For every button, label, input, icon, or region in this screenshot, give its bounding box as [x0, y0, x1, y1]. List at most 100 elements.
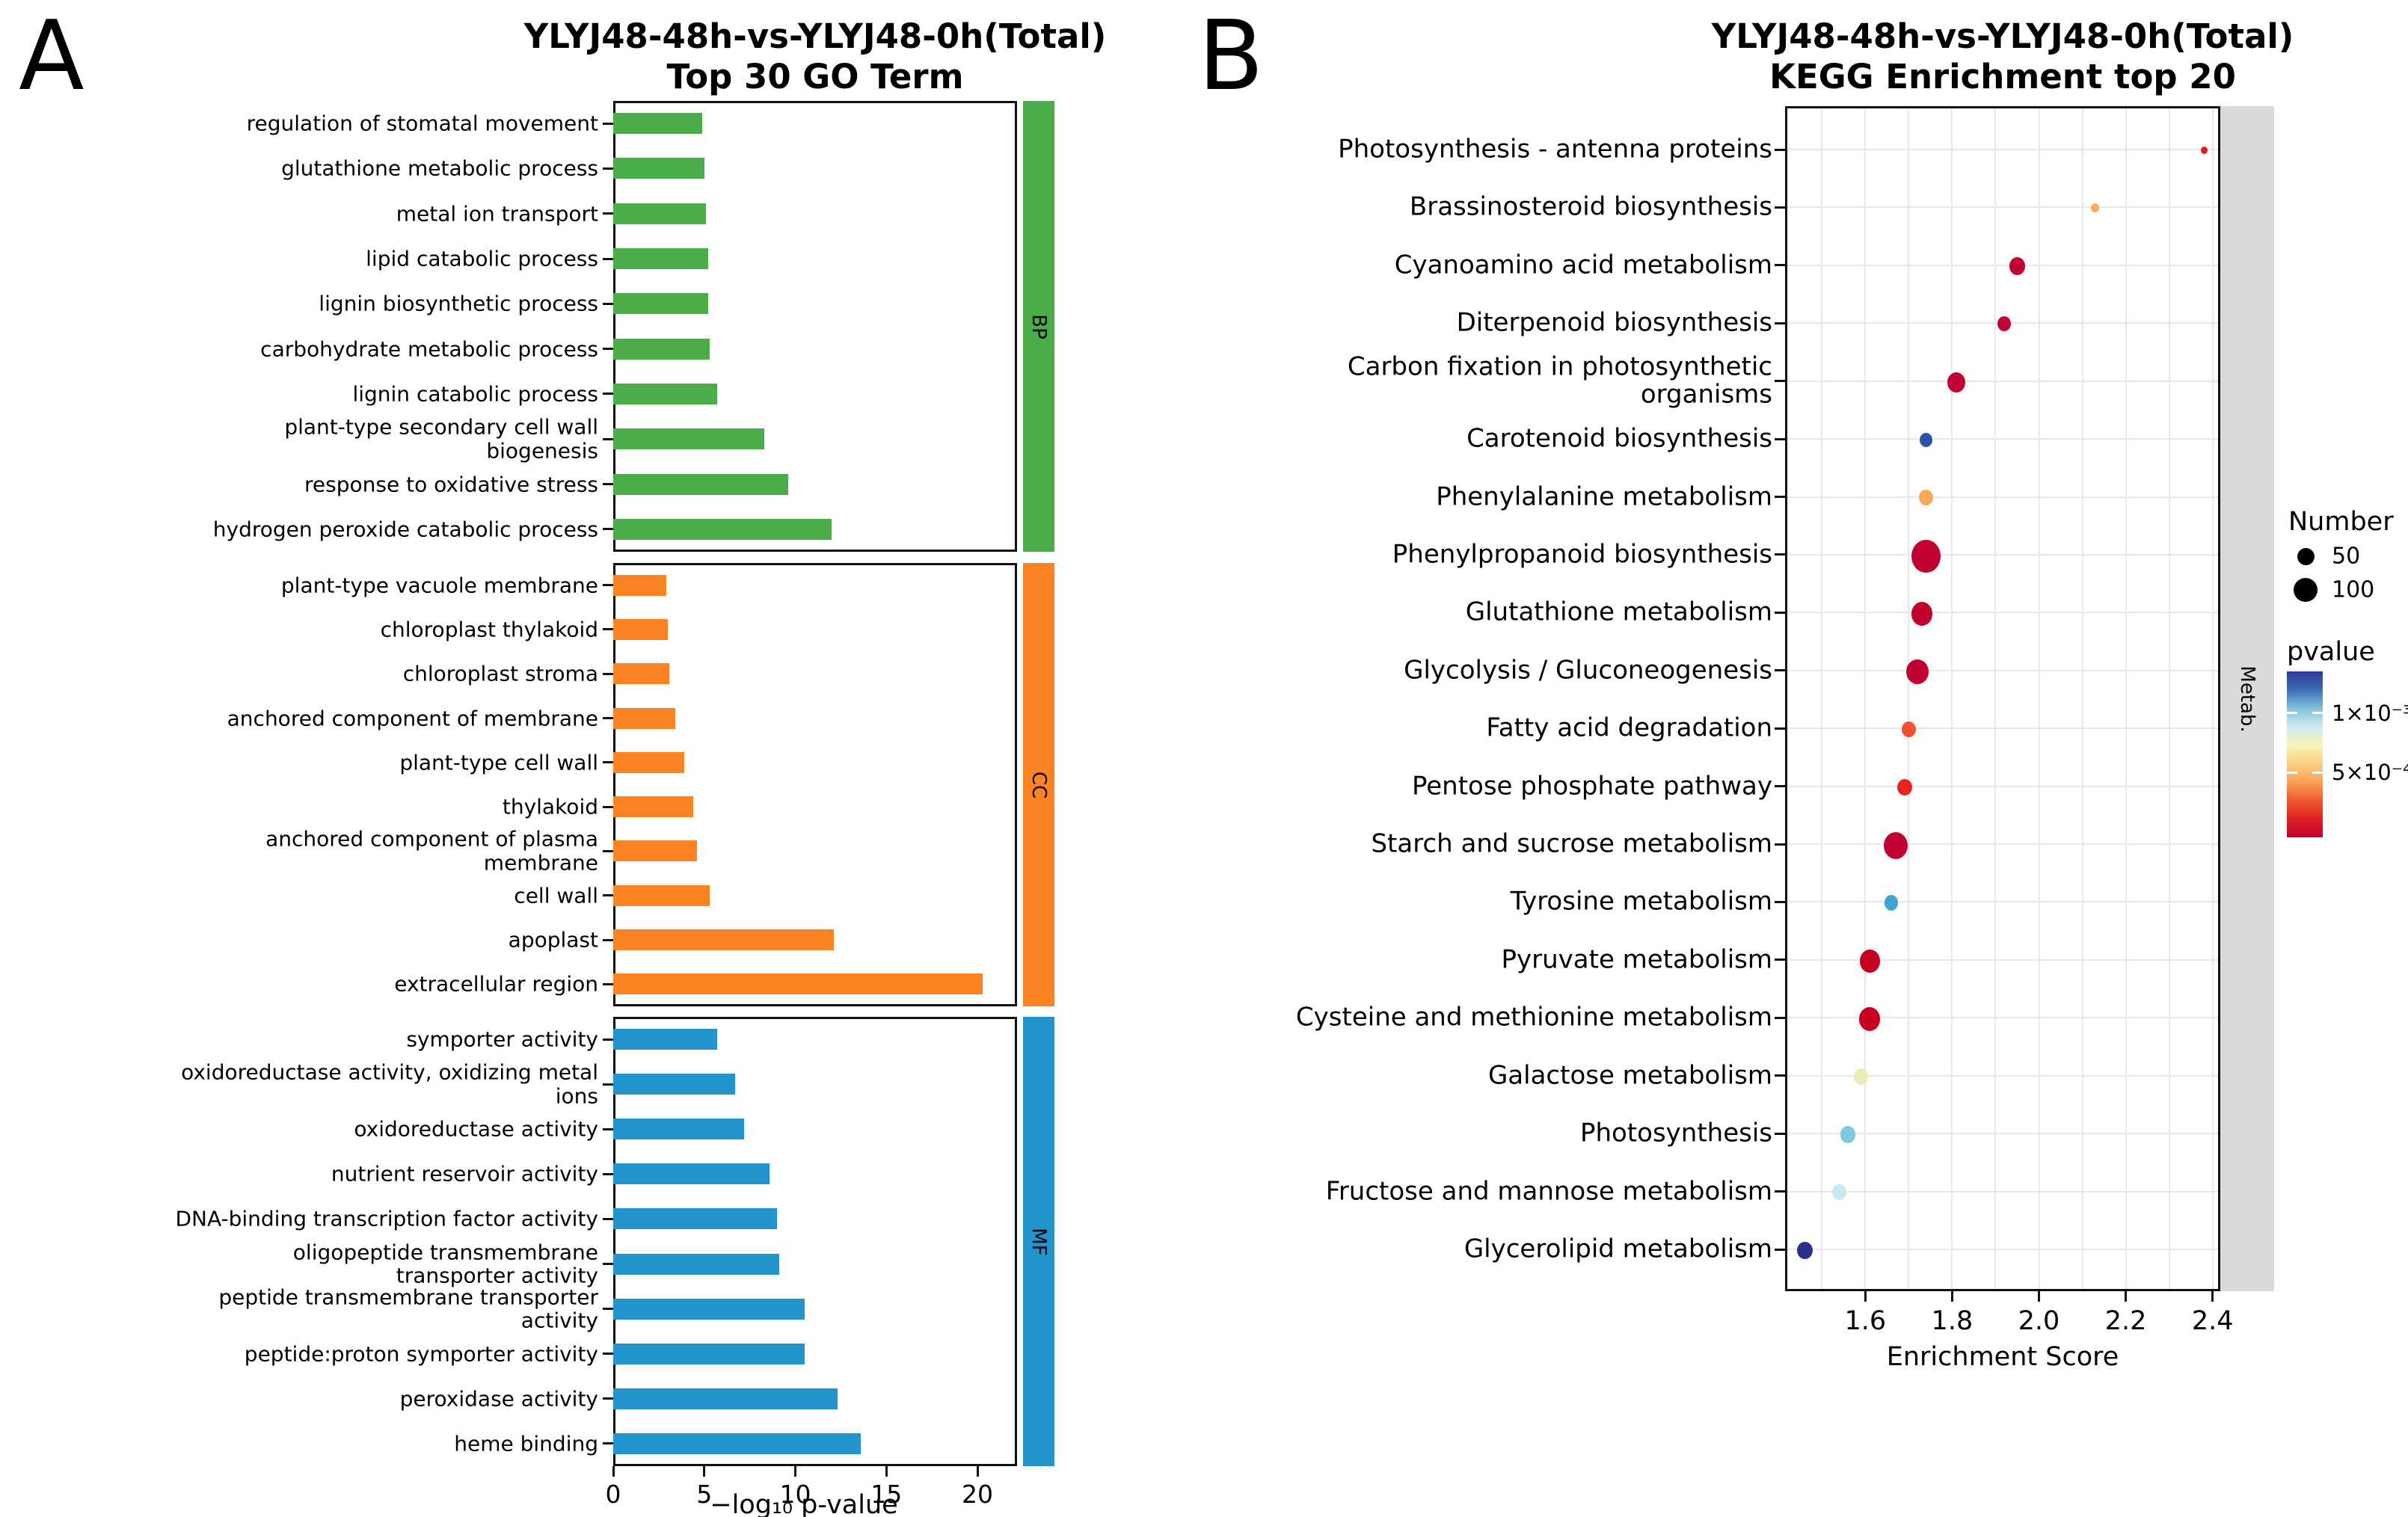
go-subplot-frame-cc [613, 563, 1017, 1006]
kegg-dot [1859, 1007, 1881, 1031]
kegg-row-tick [1775, 264, 1785, 267]
kegg-row-tick [1775, 148, 1785, 151]
kegg-v-gridline [1951, 106, 1953, 1291]
kegg-v-gridline [2038, 106, 2040, 1291]
go-row-label: chloroplast thylakoid [380, 617, 598, 642]
go-row-tick [603, 1083, 613, 1086]
pvalue-colorbar-tick [2312, 712, 2323, 714]
go-row-tick [603, 938, 613, 941]
panel-b-title: YLYJ48-48h-vs-YLYJ48-0h(Total) KEGG Enri… [1704, 16, 2302, 97]
go-row-tick [603, 849, 613, 852]
go-row-tick [603, 302, 613, 305]
kegg-row-label: Diterpenoid biosynthesis [1456, 307, 1772, 338]
go-row-tick [603, 1263, 613, 1266]
kegg-row-tick [1775, 669, 1785, 672]
go-row-tick [603, 1442, 613, 1445]
kegg-x-tick [2125, 1291, 2128, 1302]
kegg-dot [1919, 490, 1934, 506]
kegg-dot [1796, 1241, 1813, 1260]
go-bar [613, 1074, 736, 1095]
go-row-label: metal ion transport [396, 201, 598, 227]
kegg-row-label: Fatty acid degradation [1486, 713, 1772, 743]
go-x-tick [976, 1466, 979, 1477]
kegg-x-tick [2211, 1291, 2214, 1302]
kegg-x-tick-label: 2.2 [2104, 1306, 2147, 1336]
go-x-tick-label: 20 [962, 1480, 993, 1509]
kegg-h-gridline [1787, 1074, 2219, 1077]
kegg-row-tick [1775, 380, 1785, 383]
kegg-row-label: Cysteine and methionine metabolism [1295, 1002, 1772, 1033]
kegg-h-gridline [1787, 1249, 2219, 1250]
kegg-row-label: Pyruvate metabolism [1501, 944, 1772, 975]
go-row-label: anchored component of membrane [227, 705, 598, 730]
kegg-h-gridline [1787, 1190, 2219, 1193]
legend-number-label: 100 [2332, 576, 2375, 603]
go-bar [613, 1388, 838, 1409]
go-row-tick [603, 982, 613, 985]
kegg-dot [1883, 832, 1908, 859]
go-subplot-frame-bp [613, 101, 1017, 552]
go-row-label: plant-type secondary cell wall biogenesi… [284, 414, 598, 464]
go-row-tick [603, 167, 613, 170]
go-row-tick [603, 672, 613, 675]
kegg-h-gridline [1787, 438, 2219, 440]
go-bar [613, 707, 675, 729]
kegg-row-tick [1775, 553, 1785, 556]
go-bar [613, 884, 710, 906]
go-bar [613, 663, 670, 685]
panel-a-title-line2: Top 30 GO Term [666, 57, 964, 96]
kegg-h-gridline [1787, 264, 2219, 266]
go-row-label: plant-type cell wall [399, 750, 598, 775]
go-bar [613, 751, 684, 773]
go-bar [613, 973, 983, 995]
kegg-row-label: Photosynthesis [1579, 1118, 1772, 1148]
kegg-row-label: Carotenoid biosynthesis [1466, 423, 1772, 454]
kegg-v-gridline [2211, 106, 2214, 1291]
go-row-label: regulation of stomatal movement [246, 111, 598, 136]
kegg-row-tick [1775, 958, 1785, 961]
go-row-label: symporter activity [406, 1027, 598, 1052]
kegg-row-tick [1775, 611, 1785, 614]
go-row-tick [603, 894, 613, 897]
kegg-row-label: Glutathione metabolism [1465, 597, 1772, 627]
kegg-v-gridline [1821, 106, 1823, 1291]
go-row-tick [603, 628, 613, 631]
go-category-strip-cc [1023, 563, 1054, 1006]
kegg-row-tick [1775, 437, 1785, 440]
kegg-row-tick [1775, 1016, 1785, 1019]
kegg-x-tick [2038, 1291, 2040, 1302]
go-bar [613, 1118, 745, 1140]
kegg-dot [1911, 602, 1932, 626]
kegg-dot [1885, 895, 1899, 911]
go-bar [613, 293, 708, 315]
kegg-dot [1920, 432, 1933, 447]
kegg-x-tick-label: 1.8 [1931, 1306, 1974, 1336]
go-bar [613, 929, 834, 951]
go-bar [613, 1163, 770, 1185]
go-row-label: plant-type vacuole membrane [280, 572, 598, 597]
go-row-label: lignin biosynthetic process [319, 291, 598, 316]
go-x-tick [794, 1466, 796, 1477]
kegg-row-label: Glycolysis / Gluconeogenesis [1404, 655, 1772, 686]
go-row-tick [603, 1172, 613, 1175]
kegg-x-tick-label: 2.0 [2018, 1306, 2060, 1336]
go-row-tick [603, 483, 613, 486]
kegg-dot [2091, 203, 2100, 213]
go-row-label: thylakoid [502, 794, 598, 819]
kegg-v-gridline [2081, 106, 2083, 1291]
kegg-dot [1911, 540, 1941, 573]
go-category-strip-label-cc: CC [1028, 771, 1050, 798]
kegg-row-label: Starch and sucrose metabolism [1371, 828, 1772, 859]
go-row-tick [603, 584, 613, 587]
kegg-row-tick [1775, 1248, 1785, 1251]
kegg-v-gridline [1908, 106, 1910, 1291]
go-row-label: hydrogen peroxide catabolic process [212, 517, 598, 542]
kegg-row-label: Cyanoamino acid metabolism [1394, 250, 1772, 280]
pvalue-colorbar-tick [2312, 771, 2323, 774]
go-bar [613, 248, 708, 270]
kegg-row-tick [1775, 1132, 1785, 1135]
kegg-h-gridline [1787, 901, 2219, 903]
go-bar [613, 1208, 778, 1230]
panel-a-title: YLYJ48-48h-vs-YLYJ48-0h(Total) Top 30 GO… [516, 16, 1114, 97]
